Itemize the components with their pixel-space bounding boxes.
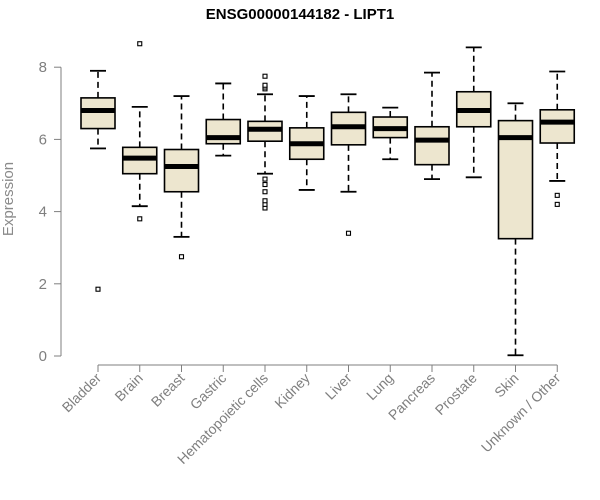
outlier-point bbox=[262, 198, 268, 204]
iqr-box bbox=[497, 119, 534, 240]
x-tick-label: Bladder bbox=[59, 370, 105, 416]
x-tick-label: Lung bbox=[363, 370, 396, 403]
x-tick-label: Unknown / Other bbox=[478, 370, 564, 456]
y-tick-label: 6 bbox=[39, 131, 47, 148]
box-liver bbox=[330, 93, 367, 236]
y-tick-label: 8 bbox=[39, 59, 47, 76]
box-breast bbox=[163, 95, 200, 260]
box-skin bbox=[497, 102, 534, 357]
y-axis-label: Expression bbox=[0, 162, 17, 236]
outlier-point bbox=[345, 230, 352, 236]
iqr-box bbox=[80, 97, 116, 130]
y-axis: 0 2 4 6 8 bbox=[39, 59, 62, 365]
x-tick-label: Prostate bbox=[432, 370, 480, 418]
boxes bbox=[80, 41, 576, 357]
x-tick-label: Skin bbox=[491, 370, 522, 401]
outlier-point bbox=[262, 82, 268, 88]
box-brain bbox=[121, 41, 158, 222]
y-tick-label: 2 bbox=[39, 276, 47, 293]
box-hematopoietic-cells bbox=[247, 73, 283, 211]
outlier-point bbox=[95, 286, 101, 292]
outlier-point bbox=[262, 176, 268, 182]
outlier-point bbox=[262, 189, 268, 195]
chart-title: ENSG00000144182 - LIPT1 bbox=[205, 6, 395, 23]
outlier-point bbox=[137, 41, 143, 47]
box-unknown-other bbox=[539, 70, 576, 207]
iqr-box bbox=[539, 108, 576, 144]
x-tick-label: Liver bbox=[322, 370, 355, 403]
box-bladder bbox=[80, 69, 116, 292]
box-lung bbox=[372, 106, 409, 161]
outlier-point bbox=[262, 73, 268, 79]
y-tick-label: 4 bbox=[39, 204, 47, 221]
box-gastric bbox=[205, 82, 242, 157]
outlier-point bbox=[554, 201, 560, 207]
outlier-point bbox=[178, 254, 185, 260]
iqr-box bbox=[163, 148, 200, 193]
x-tick-label: Brain bbox=[111, 370, 145, 404]
outlier-point bbox=[262, 181, 268, 188]
box-pancreas bbox=[414, 71, 450, 181]
x-tick-label: Kidney bbox=[271, 370, 313, 412]
iqr-box bbox=[205, 118, 242, 145]
y-tick-label: 0 bbox=[39, 348, 47, 365]
iqr-box bbox=[414, 125, 450, 166]
x-tick-label: Breast bbox=[148, 370, 188, 410]
box-kidney bbox=[288, 95, 325, 191]
box-prostate bbox=[455, 46, 492, 179]
outlier-point bbox=[554, 192, 560, 198]
outlier-point bbox=[137, 216, 143, 222]
